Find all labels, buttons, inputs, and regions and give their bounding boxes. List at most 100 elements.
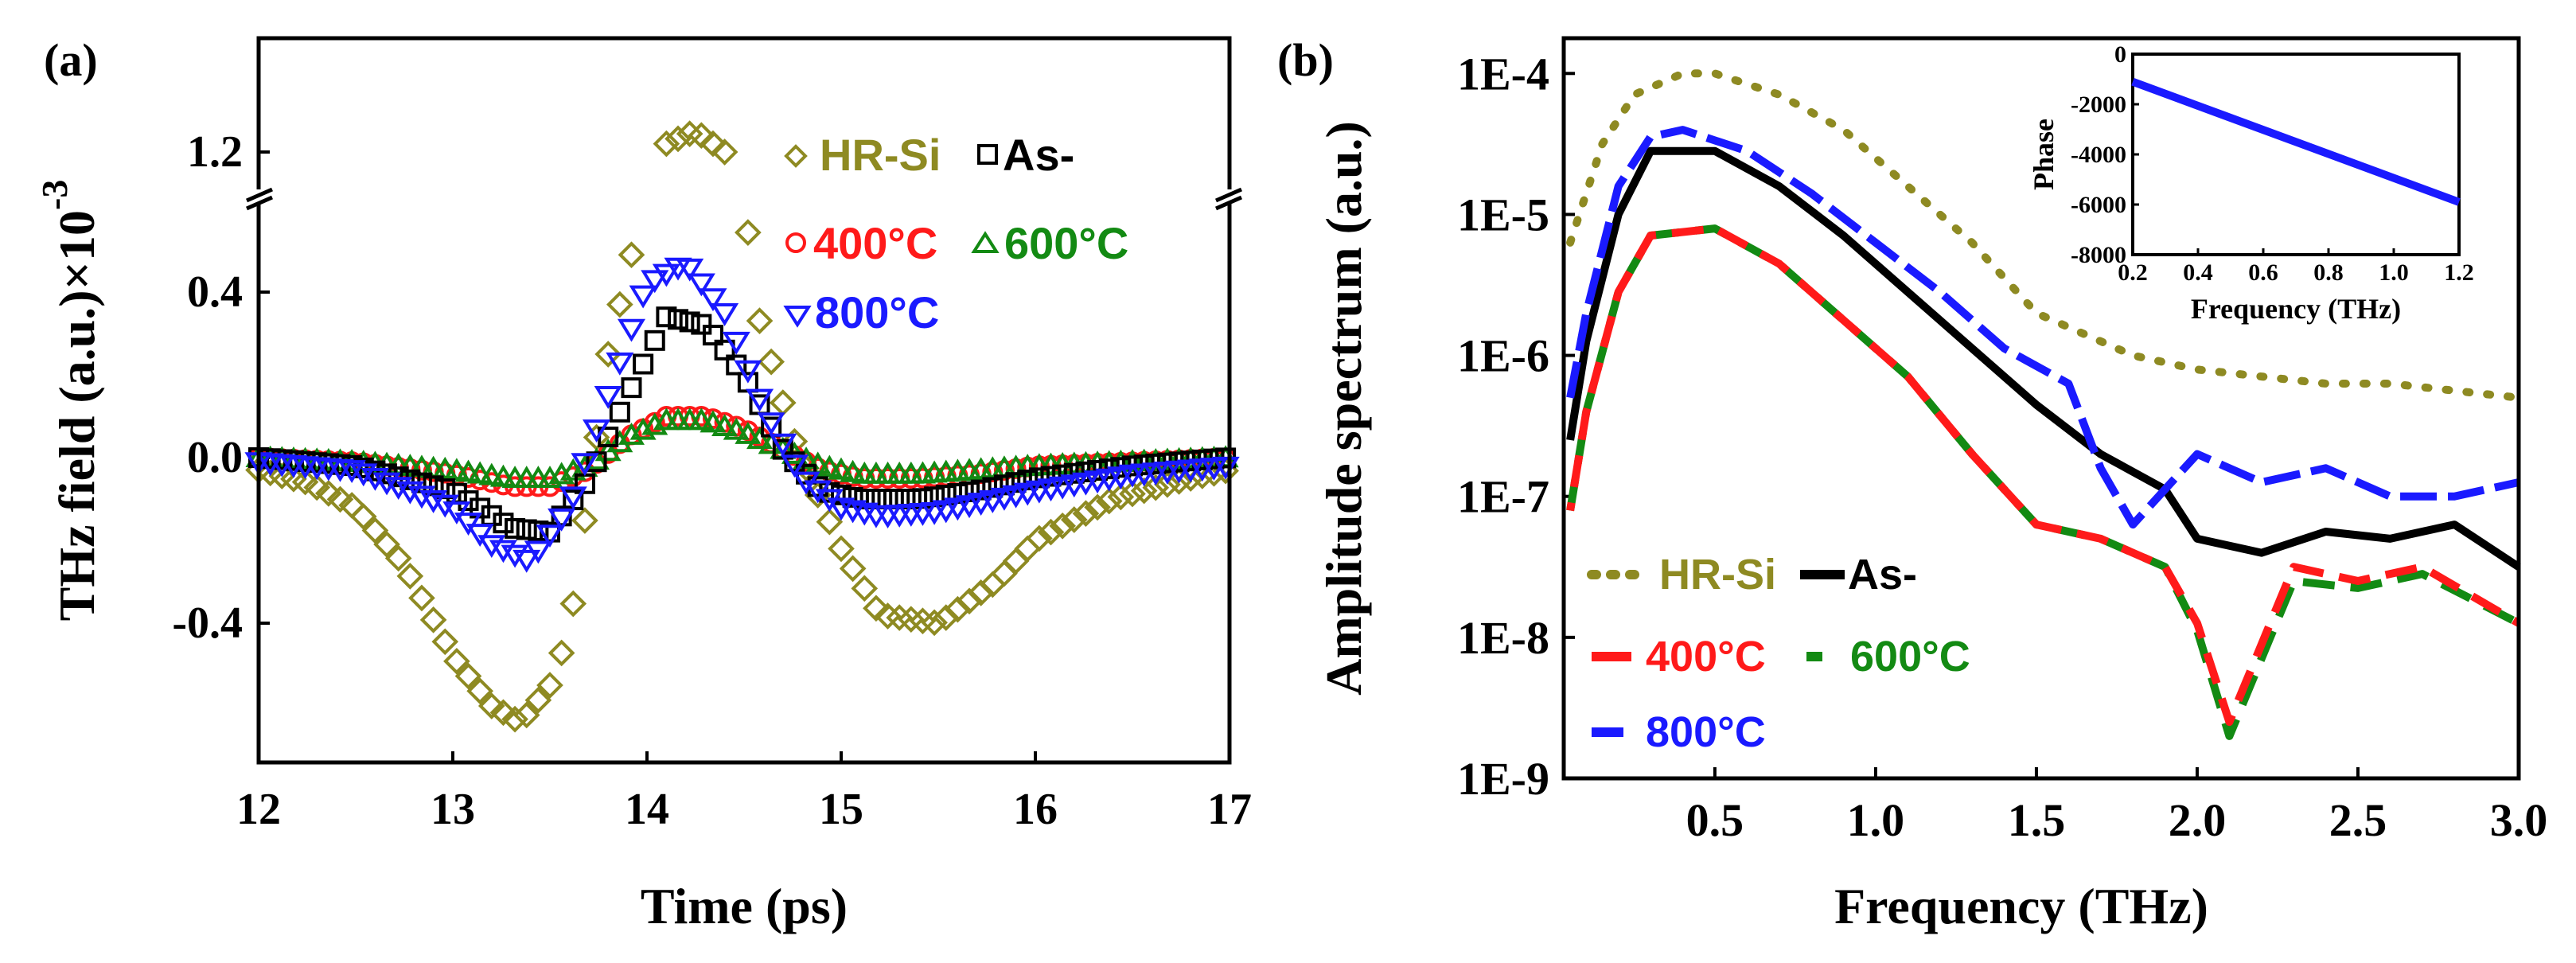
data-point-600c: [443, 458, 470, 481]
data-point-800c: [442, 501, 471, 524]
inset-x-tick-label: 1.0: [2379, 259, 2409, 286]
data-point-as: [388, 466, 409, 488]
inset-y-tick-label: 0: [2114, 41, 2126, 68]
series-line-as: [1566, 146, 2521, 571]
data-point-800c: [559, 486, 587, 510]
data-point-hr-si: [326, 485, 354, 513]
series-line-400-c: [1566, 224, 2521, 727]
data-point-800c: [501, 544, 529, 568]
data-point-as: [621, 377, 642, 399]
data-point-800c: [641, 270, 669, 294]
legend-a-as: As-: [977, 130, 1074, 180]
data-point-hr-si: [863, 595, 890, 622]
legend-a-400: 400°C: [785, 218, 937, 268]
data-point-hr-si: [559, 590, 587, 618]
data-point-as: [702, 325, 723, 346]
inset-y-tick-label: -4000: [2071, 142, 2126, 168]
x-tick-label: 1.0: [1847, 794, 1905, 846]
y-tick-label: 0.4: [187, 267, 243, 317]
inset-x-tick-label: 0.8: [2313, 259, 2344, 286]
data-point-hr-si: [477, 692, 505, 719]
y-tick-label: 1.2: [187, 127, 243, 177]
legend-marker-triangle-down: [783, 306, 812, 328]
data-point-800c: [349, 463, 378, 487]
data-point-hr-si: [1014, 535, 1042, 563]
inset-y-tick-label: -8000: [2071, 242, 2126, 268]
y-tick-label: -0.4: [172, 598, 243, 648]
legend-marker-triangle-up: [971, 231, 1000, 253]
data-point-800c: [745, 388, 774, 412]
data-point-hr-si: [1165, 468, 1193, 495]
legend-b-as: As-: [1800, 551, 1917, 598]
data-point-hr-si: [758, 348, 785, 376]
data-point-800c: [711, 303, 739, 326]
data-point-800c: [955, 495, 984, 519]
data-point-800c: [524, 540, 552, 564]
data-point-hr-si: [1154, 470, 1181, 498]
inset-y-tick-label: -2000: [2071, 92, 2126, 118]
data-point-hr-si: [408, 584, 435, 612]
data-point-hr-si: [431, 628, 459, 656]
data-point-hr-si: [419, 606, 447, 634]
data-point-as: [493, 513, 514, 534]
legend-marker-circle: [785, 232, 806, 253]
data-point-600c: [840, 459, 867, 482]
data-point-600c: [466, 461, 493, 484]
x-tick-label: 2.0: [2169, 794, 2227, 846]
data-point-as: [714, 339, 735, 361]
data-point-800c: [594, 386, 622, 409]
data-point-hr-si: [700, 130, 727, 158]
data-point-800c: [1013, 482, 1042, 506]
data-point-800c: [407, 485, 436, 509]
legend-b-800: 800°C: [1592, 708, 1766, 756]
panel-b-inset: 0.2 0.4 0.6 0.8 1.0 1.20-2000-4000-6000-8000 …: [2028, 41, 2474, 325]
inset-y-axis-title: Phase: [2028, 119, 2060, 190]
legend-a-600: 600°C: [971, 218, 1128, 268]
inset-x-axis-title: Frequency (THz): [2191, 293, 2401, 325]
data-point-600c: [455, 459, 482, 482]
inset-frame: [2131, 53, 2461, 256]
data-point-hr-si: [291, 468, 319, 496]
panel-a-label: (a): [44, 34, 98, 86]
data-point-as: [586, 451, 607, 473]
data-point-600c: [489, 464, 516, 487]
data-point-hr-si: [1072, 500, 1100, 528]
data-point-as: [633, 353, 654, 375]
data-point-800c: [699, 288, 727, 312]
series-line-800-c: [1566, 126, 2520, 529]
legend-b-600: 600°C: [1806, 633, 1970, 680]
data-point-800c: [536, 524, 564, 548]
data-point-hr-si: [594, 341, 622, 368]
series-line-hr-si: [1566, 69, 2523, 402]
data-point-hr-si: [816, 508, 844, 536]
data-point-800c: [978, 490, 1007, 513]
data-point-hr-si: [1095, 487, 1123, 515]
data-point-600c: [711, 414, 739, 436]
x-tick-label: 16: [1013, 785, 1058, 834]
data-point-600c: [816, 454, 843, 478]
data-point-as: [679, 311, 700, 333]
legend-a-label-600: 600°C: [1004, 218, 1128, 268]
panel-a-y-axis-title: THz field (a.u.)×10-3: [34, 180, 105, 622]
data-point-800c: [687, 273, 715, 297]
data-point-hr-si: [1060, 506, 1088, 533]
x-tick-label: 2.5: [2329, 794, 2387, 846]
data-point-as: [656, 306, 677, 328]
data-point-800c: [757, 412, 785, 436]
data-point-800c: [396, 481, 424, 505]
panel-b: (b) 0.5 1.0 1.5 2.0 2.5 3.0 1E-4 1E-5 1E-6 1E-7 1E…: [1277, 34, 2547, 934]
panel-a-axis-break: [239, 187, 1249, 211]
data-point-hr-si: [315, 480, 342, 507]
panel-a-y-axis-exponent: -3: [34, 180, 75, 210]
data-point-hr-si: [501, 705, 528, 733]
data-point-600c: [746, 427, 774, 450]
data-point-hr-si: [1084, 493, 1111, 521]
data-point-hr-si: [967, 579, 995, 606]
panel-a-legend: HR-Si As- 400°C 600°C 800°C: [783, 130, 1128, 337]
data-point-800c: [466, 524, 494, 548]
data-point-800c: [652, 263, 680, 287]
data-point-hr-si: [361, 517, 389, 544]
data-point-hr-si: [746, 307, 774, 334]
data-point-hr-si: [851, 575, 879, 602]
data-point-hr-si: [956, 587, 983, 615]
